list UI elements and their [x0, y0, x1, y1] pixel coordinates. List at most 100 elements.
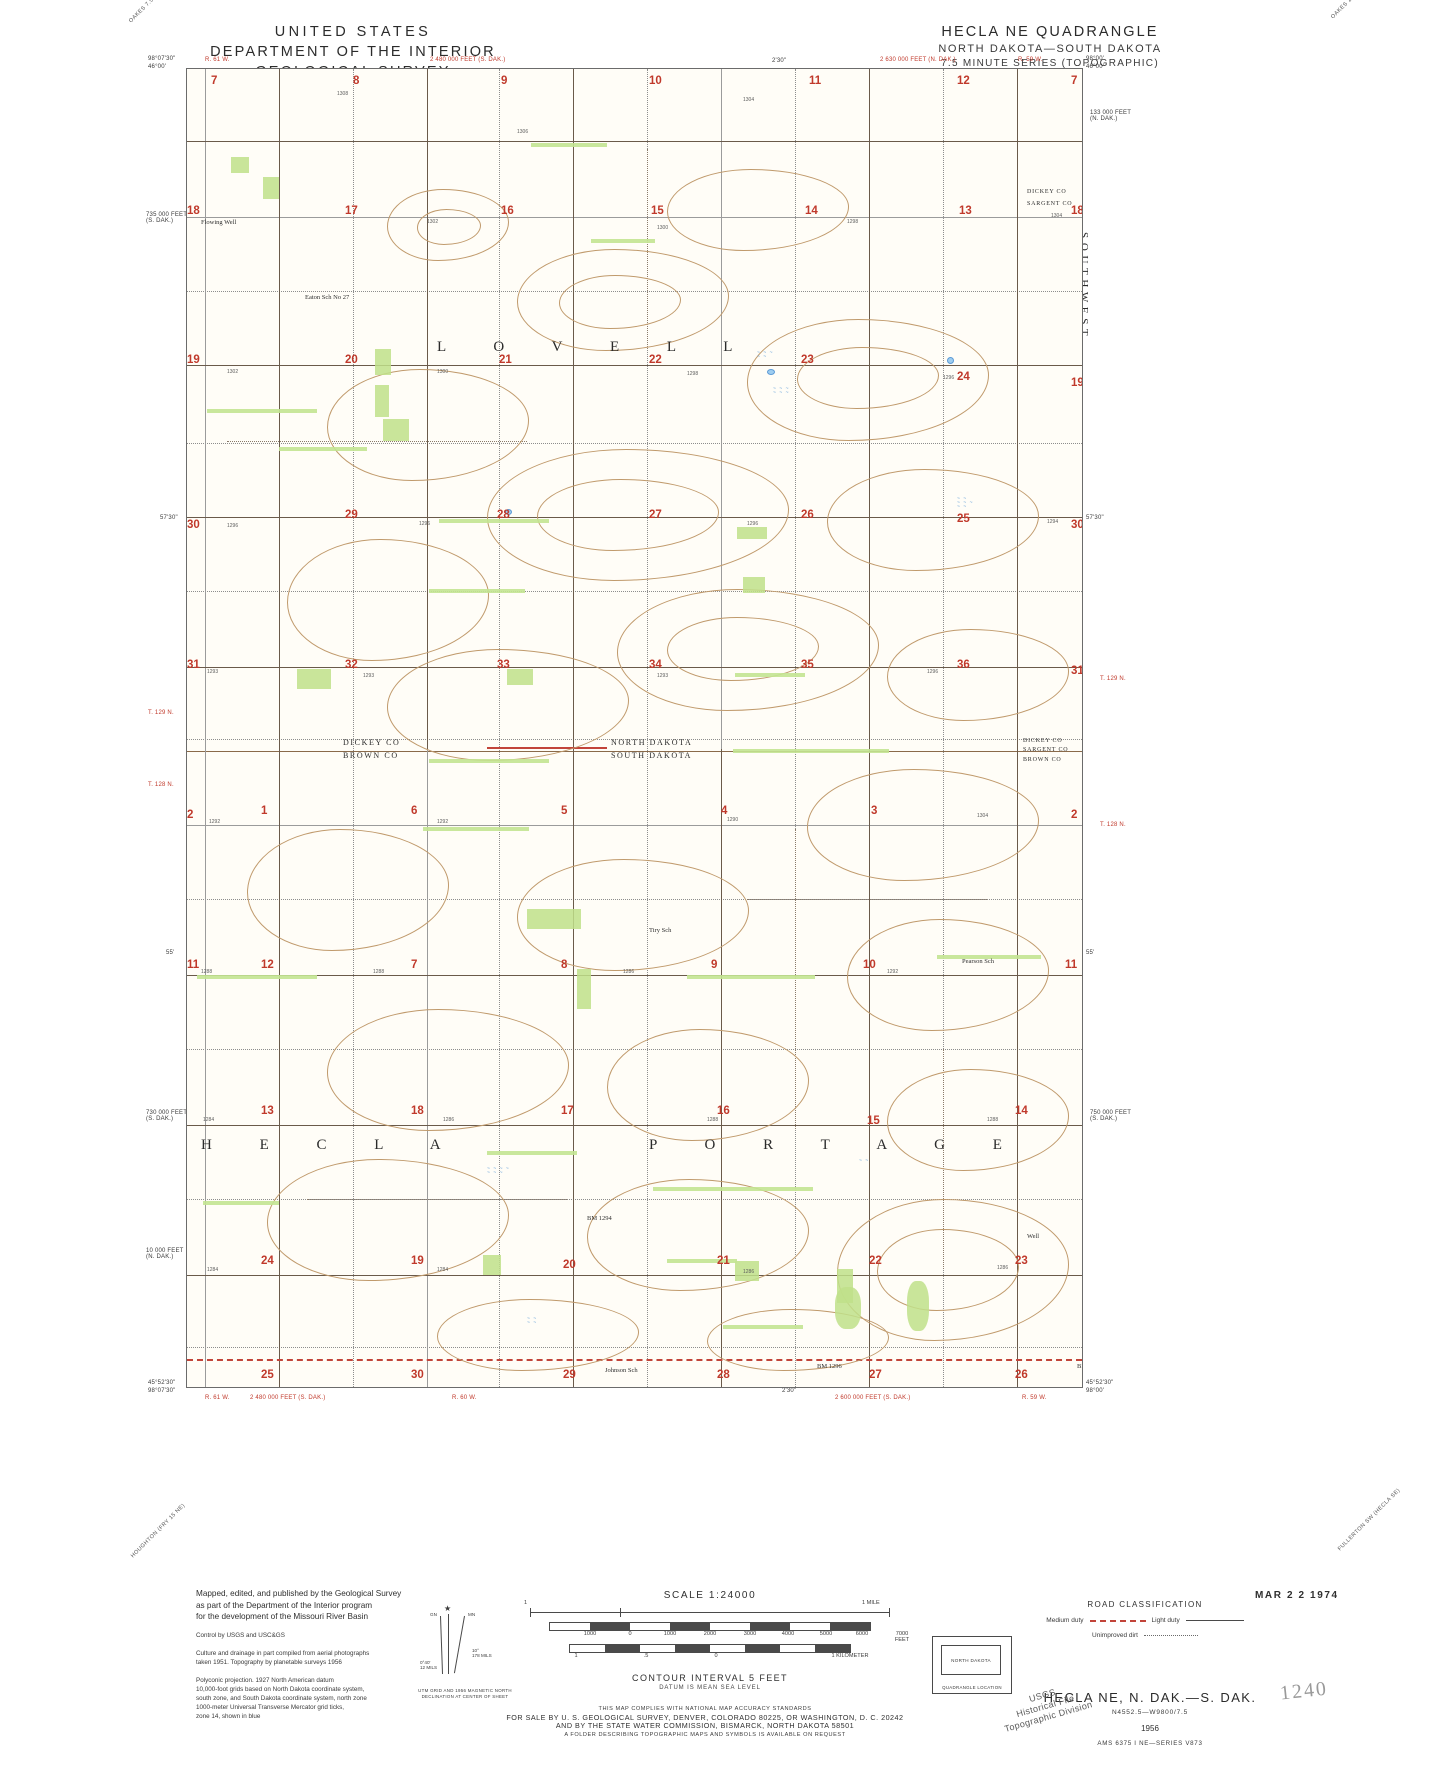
contour-line — [877, 1229, 1019, 1311]
spot-elevation: 1288 — [201, 969, 213, 975]
spot-elevation: 1286 — [443, 1117, 455, 1123]
vegetation-patch — [527, 909, 581, 929]
section-number: 28 — [717, 1369, 730, 1381]
marsh-symbol: ~ ~ ~ ~ ~ — [757, 350, 774, 360]
section-number: 12 — [957, 75, 970, 87]
credit-culture-1: Culture and drainage in part compiled fr… — [196, 1649, 370, 1657]
date-stamp: MAR 2 2 1974 — [1255, 1590, 1339, 1601]
road-light-duty — [187, 975, 1082, 977]
spot-elevation: 1296 — [747, 521, 759, 527]
vertical-datum: DATUM IS MEAN SEA LEVEL — [659, 1685, 761, 1691]
spot-elevation: 1286 — [997, 1265, 1009, 1271]
section-number: 11 — [1065, 959, 1078, 971]
quadrangle-footer: HECLA NE, N. DAK.—S. DAK. N4552.5—W9800/… — [1010, 1690, 1290, 1747]
section-number: 8 — [353, 75, 360, 87]
road-unimproved — [747, 899, 987, 900]
range-bottom-mid: R. 60 W. — [452, 1395, 477, 1401]
pond — [767, 369, 775, 375]
section-number: 4 — [721, 805, 728, 817]
spot-elevation: 1296 — [943, 375, 955, 381]
road-label-light-duty: Light duty — [1151, 1617, 1180, 1624]
corner-lat-se: 45°52'30" — [1086, 1380, 1114, 1386]
contour-line — [437, 1299, 639, 1371]
spot-elevation: 1304 — [1051, 213, 1063, 219]
section-number: 9 — [711, 959, 718, 971]
spot-elevation: 1296 — [927, 669, 939, 675]
shelterbelt — [439, 519, 549, 523]
section-line-h — [187, 825, 1082, 826]
section-number: 7 — [411, 959, 418, 971]
section-number: 3 — [871, 805, 878, 817]
section-number: 34 — [649, 659, 662, 671]
scale-bar-km — [569, 1644, 851, 1653]
disclaimer-sale-1: FOR SALE BY U. S. GEOLOGICAL SURVEY, DEN… — [506, 1712, 904, 1722]
quad-name: HECLA NE QUADRANGLE — [941, 24, 1159, 40]
shelterbelt — [487, 1151, 577, 1155]
vegetation-patch — [835, 1287, 861, 1329]
contour-line — [537, 479, 719, 551]
vegetation-patch — [577, 969, 591, 1009]
section-number: 5 — [561, 805, 568, 817]
township-label-lovell: L O V E L L — [437, 339, 755, 355]
county-label-dickey-west: DICKEY CO — [343, 738, 401, 747]
section-number: 30 — [411, 1369, 424, 1381]
feature-label-eaton-sch: Eaton Sch No 27 — [305, 294, 350, 301]
section-number: 18 — [411, 1105, 424, 1117]
scale-label-feet: 5000 — [819, 1631, 833, 1637]
feature-label-tiry-sch: Tiry Sch — [649, 927, 672, 934]
section-number: 32 — [345, 659, 358, 671]
road-light-duty — [187, 141, 1082, 143]
vegetation-patch — [737, 527, 767, 539]
credit-projection-1: Polyconic projection. 1927 North America… — [196, 1676, 334, 1684]
spot-elevation: 1298 — [687, 371, 699, 377]
scale-tick — [530, 1608, 531, 1617]
corner-lat-ne: 46°00' — [1086, 64, 1105, 70]
magnetic-north-label: MN — [468, 1612, 476, 1617]
shelterbelt — [723, 1325, 803, 1329]
section-line-v — [353, 69, 354, 1387]
section-number: 13 — [959, 205, 972, 217]
footer-disclaimer: THIS MAP COMPLIES WITH NATIONAL MAP ACCU… — [470, 1705, 940, 1739]
map-neatline[interactable]: ~ ~ ~ ~ ~ ~ ~ ~ ~ ~ ~ ~ ~ ~ ~ ~ ~ ~ ~ ~ ~ ~ ~… — [186, 68, 1083, 1388]
left-grid-feet-2: 730 000 FEET (S. DAK.) — [146, 1110, 188, 1122]
scale-bar-km-labels: 1 .5 0 1 KILOMETER — [530, 1653, 890, 1662]
contour-line — [417, 209, 481, 245]
spot-elevation: 1300 — [657, 225, 669, 231]
scale-tick — [620, 1608, 621, 1617]
contour-interval: CONTOUR INTERVAL 5 FEET — [632, 1673, 788, 1683]
pond — [505, 509, 512, 515]
state-boundary-line — [187, 751, 1082, 753]
section-number: 7 — [211, 75, 218, 87]
footer-coordinates: N4552.5—W9800/7.5 — [1111, 1709, 1189, 1716]
magnetic-declination-value: 10° 178 MILS — [472, 1648, 492, 1658]
township-label-portage: P O R T A G E — [649, 1137, 1024, 1153]
road-unimproved — [795, 829, 796, 1129]
range-bottom-right: R. 59 W. — [1022, 1395, 1047, 1401]
footer-quad-title: HECLA NE, N. DAK.—S. DAK. — [1043, 1690, 1257, 1705]
vegetation-patch — [383, 419, 409, 441]
section-line-v — [205, 69, 206, 1387]
state-label-south-dakota: SOUTH DAKOTA — [611, 751, 693, 760]
vegetation-patch — [375, 349, 391, 375]
quadrangle-location-index[interactable]: NORTH DAKOTA QUADRANGLE LOCATION — [932, 1636, 1012, 1694]
feature-label-pearson-sch: Pearson Sch — [962, 958, 994, 965]
range-bottom-left: R. 61 W. — [205, 1395, 230, 1401]
footer-ams-series: AMS 6375 I NE—SERIES V873 — [1097, 1740, 1203, 1747]
scale-label-feet: 2000 — [703, 1631, 717, 1637]
scale-label-feet: 1000 — [583, 1631, 597, 1637]
scale-mile-right: 1 MILE — [862, 1600, 880, 1606]
declination-diagram: ★ MN GN 10° 178 MILS 0°40' 12 MILS UTM G… — [418, 1600, 511, 1699]
section-number: 7 — [1071, 75, 1078, 87]
marsh-symbol: ~ ~ ~ ~ — [527, 1316, 538, 1326]
section-number: 17 — [345, 205, 358, 217]
left-grid-feet-3: 10 000 FEET (N. DAK.) — [146, 1248, 184, 1260]
corner-tag-northeast: OAKES 15 SE (LUDDEN) — [1330, 0, 1386, 21]
shelterbelt — [937, 955, 1041, 959]
section-line-h — [187, 443, 1082, 444]
corner-lon-se: 98°00' — [1086, 1388, 1105, 1394]
section-number: 8 — [561, 959, 568, 971]
true-north-star-icon: ★ — [444, 1604, 452, 1613]
handwritten-number: 1240 — [1278, 1677, 1329, 1705]
scale-mile-left: 1 — [524, 1600, 528, 1606]
vegetation-patch — [231, 157, 249, 173]
